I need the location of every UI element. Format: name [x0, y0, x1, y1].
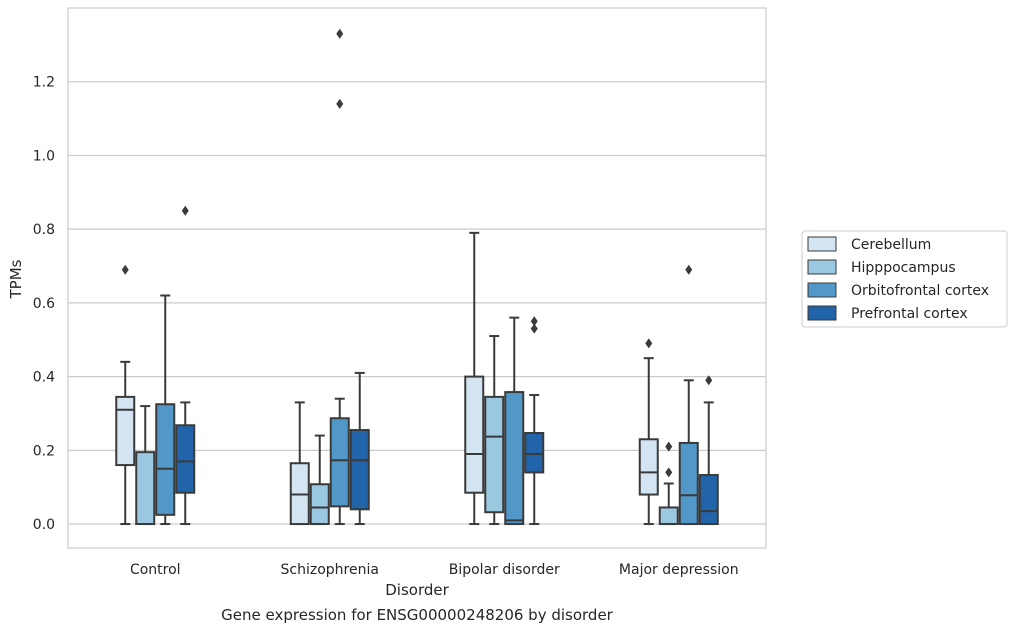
y-tick-label: 0.4 [33, 370, 55, 386]
box [289, 401, 310, 526]
outlier-point [665, 441, 673, 452]
legend: Cerebellum Hipppocampus Orbitofrontal cort… [801, 230, 1008, 328]
box-body [504, 391, 525, 526]
legend-swatch [807, 282, 837, 298]
y-axis-label: TPMs [7, 259, 25, 299]
box-body [678, 441, 699, 526]
y-tick-label: 0.8 [33, 222, 55, 238]
y-tick-label: 0.2 [33, 443, 55, 459]
outlier-point [685, 264, 693, 275]
legend-frame [801, 230, 1008, 328]
box [309, 434, 330, 526]
box-body [524, 431, 545, 474]
box-body [349, 429, 370, 511]
x-tick-label: Major depression [619, 562, 739, 578]
y-tick-label: 1.0 [33, 148, 55, 164]
outlier-point [121, 264, 129, 275]
box [524, 316, 545, 526]
box [329, 28, 350, 526]
box-groups [115, 28, 719, 526]
box-body [329, 417, 350, 508]
legend-label: Hipppocampus [851, 260, 956, 276]
box [678, 264, 699, 526]
box [115, 264, 136, 526]
y-tick-label: 0.0 [33, 517, 55, 533]
box [155, 294, 176, 526]
figure-caption: Gene expression for ENSG00000248206 by d… [221, 606, 613, 624]
x-tick-label: Schizophrenia [281, 562, 379, 578]
box-body [464, 375, 485, 494]
legend-swatch [807, 236, 837, 252]
box-body [175, 424, 196, 494]
outlier-point [530, 316, 538, 327]
box-body [484, 395, 505, 514]
legend-label: Cerebellum [851, 237, 931, 253]
x-tick-label: Bipolar disorder [449, 562, 560, 578]
outlier-point [645, 338, 653, 349]
y-tick-label: 1.2 [33, 75, 55, 91]
outlier-point [705, 375, 713, 386]
outlier-point [336, 98, 344, 109]
box [175, 205, 196, 526]
box-body [135, 451, 156, 526]
y-tick-label: 0.6 [33, 296, 55, 312]
legend-label: Prefrontal cortex [851, 306, 968, 322]
box-body [698, 474, 719, 526]
x-tick-label: Control [130, 562, 181, 578]
outlier-point [181, 205, 189, 216]
legend-swatch [807, 259, 837, 275]
box [658, 441, 679, 526]
legend-swatch [807, 305, 837, 321]
box [135, 405, 156, 526]
box [698, 375, 719, 526]
x-tick-labels: Control Schizophrenia Bipolar disorder Majo… [130, 562, 739, 578]
box-body [638, 438, 659, 496]
plot-frame [67, 7, 767, 549]
outlier-point [336, 28, 344, 39]
x-axis-label: Disorder [385, 581, 449, 599]
outlier-point [530, 323, 538, 334]
legend-label: Orbitofrontal cortex [851, 283, 989, 299]
box [464, 231, 485, 526]
box-body [309, 483, 330, 526]
box-body [155, 403, 176, 516]
box-body [115, 395, 136, 467]
box [349, 371, 370, 526]
y-tick-labels: 0.0 0.2 0.4 0.6 0.8 1.0 1.2 [33, 75, 55, 533]
outlier-point [665, 467, 673, 478]
box [638, 338, 659, 526]
box [484, 335, 505, 526]
box-body [658, 506, 679, 526]
box [504, 316, 525, 526]
